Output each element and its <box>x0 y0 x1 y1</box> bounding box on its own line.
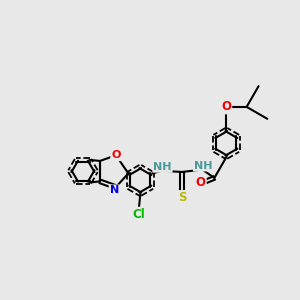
Text: Cl: Cl <box>132 208 145 221</box>
Text: O: O <box>221 100 231 113</box>
Text: NH: NH <box>153 162 172 172</box>
Text: S: S <box>178 191 186 204</box>
Text: N: N <box>110 185 119 195</box>
Text: O: O <box>111 150 121 160</box>
Text: NH: NH <box>194 160 212 171</box>
Text: O: O <box>196 176 206 189</box>
